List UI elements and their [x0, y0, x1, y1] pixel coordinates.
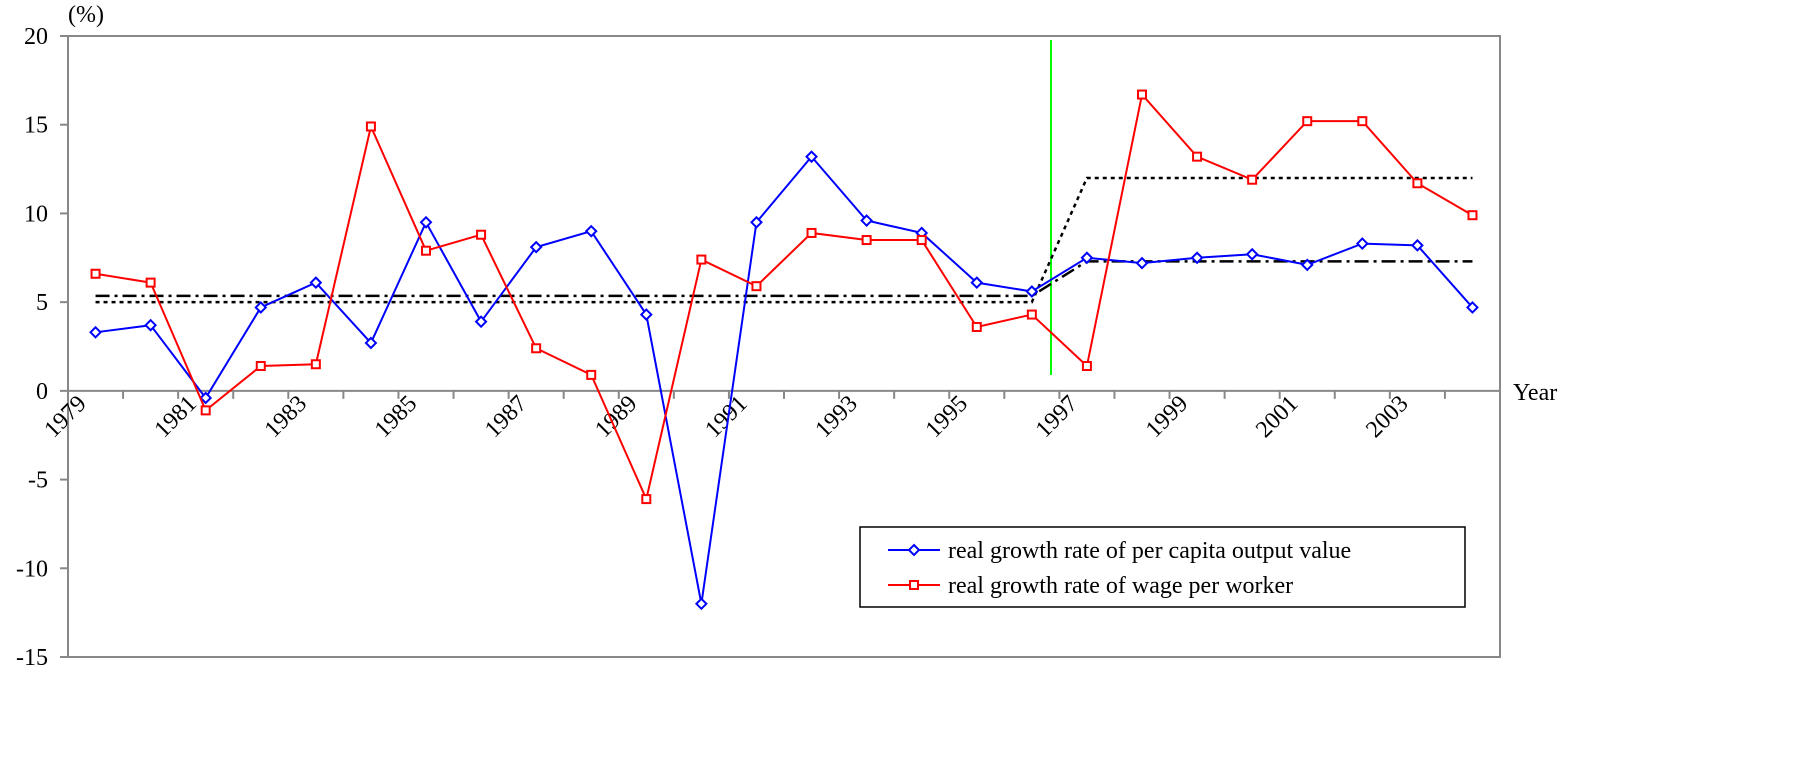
series-line [95, 155, 1474, 604]
point [365, 121, 376, 132]
point [476, 229, 487, 240]
point [1467, 210, 1478, 221]
point [1245, 247, 1259, 261]
point [1080, 251, 1094, 265]
point [805, 150, 818, 164]
plot-frame [67, 35, 1501, 658]
point [90, 268, 101, 279]
point [1355, 237, 1369, 251]
legend-label: real growth rate of per capita output va… [948, 538, 1351, 564]
point [696, 254, 707, 265]
y-tick-label: 0 [36, 379, 48, 405]
point [639, 308, 653, 321]
x-tick-label: 1997 [1031, 391, 1083, 443]
x-axis-label: Year [1513, 380, 1557, 406]
point [1137, 89, 1147, 100]
y-tick-label: -5 [28, 468, 48, 494]
y-tick-label: 15 [24, 113, 48, 139]
y-tick-label: -15 [16, 645, 48, 671]
point [1410, 238, 1424, 252]
point [1081, 361, 1092, 372]
x-tick-label: 1989 [590, 391, 642, 443]
y-tick-label: 10 [24, 201, 48, 227]
point [861, 235, 872, 246]
point [419, 215, 433, 229]
point [145, 277, 156, 288]
point [860, 214, 874, 227]
point [199, 391, 213, 405]
point [1302, 116, 1313, 127]
point [641, 494, 652, 505]
point [1247, 174, 1258, 185]
point [1412, 178, 1423, 189]
x-tick-label: 1987 [480, 391, 532, 443]
point [1466, 301, 1479, 314]
point [310, 359, 321, 370]
point [421, 245, 431, 256]
point [750, 215, 763, 229]
point [1190, 251, 1204, 265]
point [531, 343, 542, 354]
legend-box [859, 526, 1466, 608]
point [1300, 258, 1314, 272]
point [1192, 151, 1203, 162]
point [694, 597, 708, 611]
point [144, 318, 158, 332]
x-tick-label: 1999 [1141, 391, 1193, 443]
point [1026, 309, 1037, 320]
y-axis-label: (%) [68, 2, 104, 28]
point [529, 240, 543, 254]
point [254, 301, 268, 314]
series-line [95, 92, 1473, 503]
point [1135, 256, 1149, 270]
average-line [95, 260, 1473, 298]
point [309, 276, 323, 290]
y-tick-label: 5 [36, 290, 48, 316]
point [1025, 285, 1039, 298]
point [586, 369, 597, 380]
x-tick-label: 1985 [370, 391, 422, 443]
point [916, 235, 927, 246]
point [1357, 116, 1368, 127]
average-line [95, 176, 1473, 304]
y-tick-label: -10 [16, 556, 48, 582]
y-tick-label: 20 [24, 24, 48, 50]
legend-label: real growth rate of wage per worker [948, 573, 1293, 599]
point [751, 281, 762, 292]
point [970, 276, 984, 290]
point [364, 336, 378, 350]
x-tick-label: 1995 [921, 391, 973, 443]
point [806, 227, 817, 238]
x-tick-label: 2001 [1251, 391, 1303, 443]
x-tick-label: 2003 [1361, 391, 1413, 443]
point [200, 405, 211, 416]
x-tick-label: 1981 [150, 391, 202, 443]
point [909, 580, 919, 590]
point [584, 224, 598, 238]
x-tick-label: 1993 [811, 391, 863, 443]
point [971, 321, 982, 332]
point [474, 315, 488, 329]
x-tick-label: 1983 [260, 391, 312, 443]
point [255, 361, 266, 372]
point [89, 325, 102, 339]
point [907, 543, 921, 557]
